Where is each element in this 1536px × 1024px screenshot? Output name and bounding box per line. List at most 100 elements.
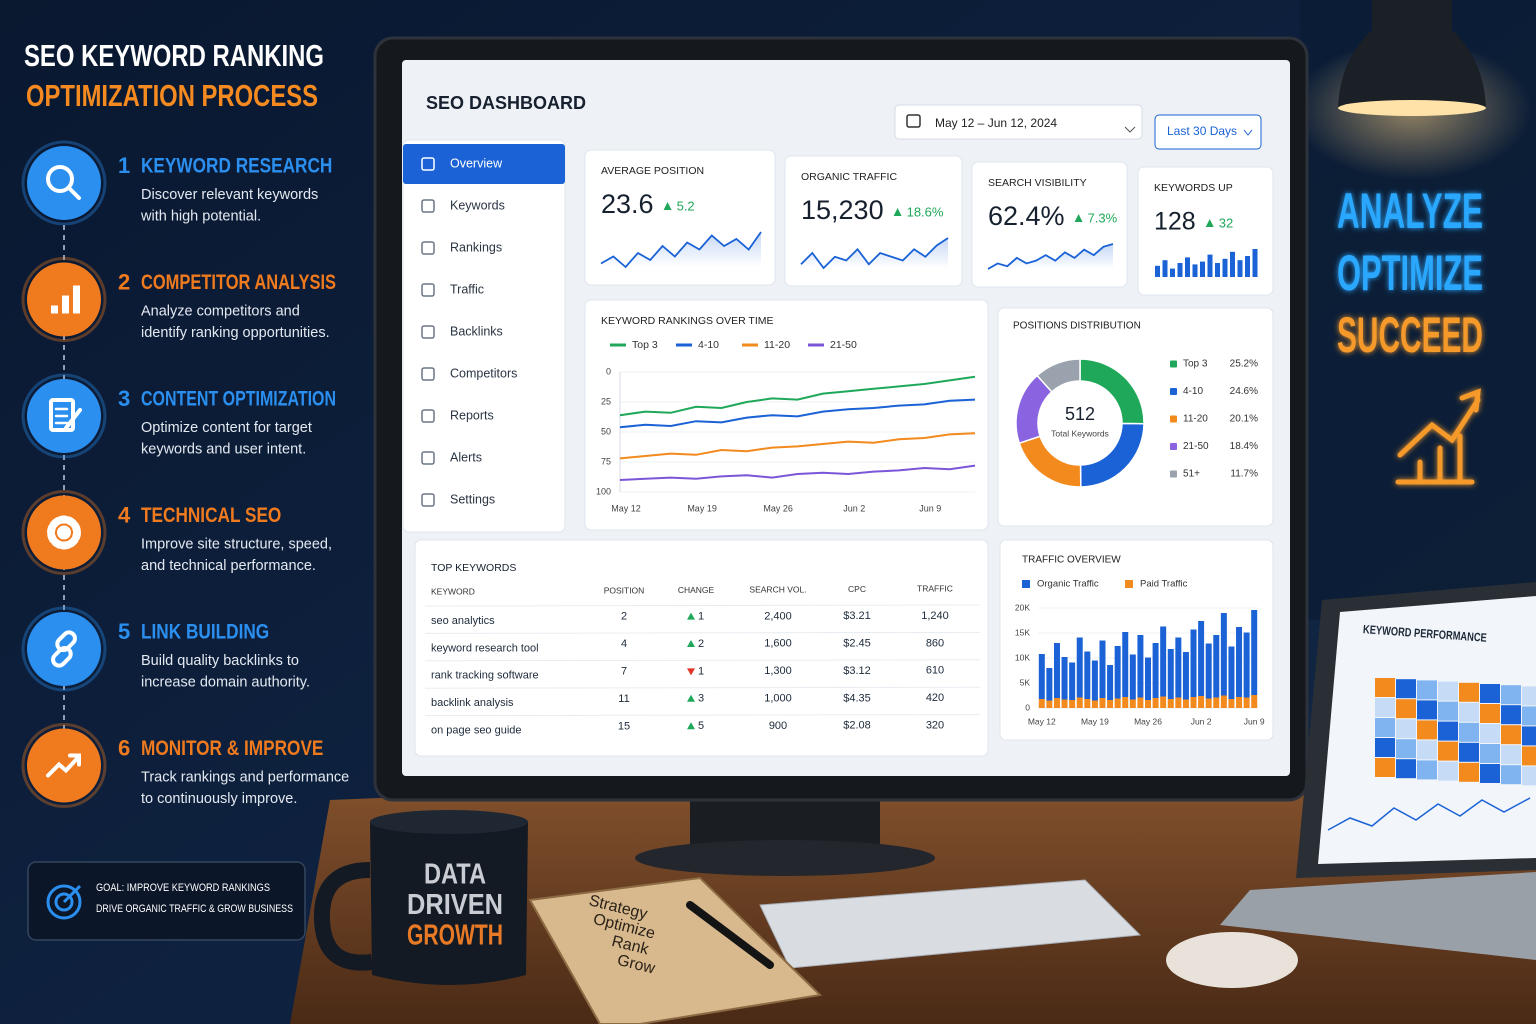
- bar: [1213, 697, 1220, 708]
- table-cell: 1,300: [764, 665, 792, 677]
- step-title: COMPETITOR ANALYSIS: [141, 271, 336, 294]
- spark-bar: [1185, 257, 1190, 277]
- mug: [370, 822, 528, 985]
- step-icon: [47, 515, 81, 550]
- period[interactable]: Last 30 Days: [1167, 124, 1237, 138]
- table-cell: keyword research tool: [431, 642, 539, 654]
- laptop-base: [1220, 872, 1536, 960]
- laptop-heatmap-cell: [1522, 766, 1536, 786]
- column-header: POSITION: [604, 586, 645, 596]
- bar: [1175, 697, 1182, 708]
- period-button[interactable]: [1154, 114, 1262, 150]
- legend-label: 11-20: [1183, 414, 1208, 425]
- date-range[interactable]: May 12 – Jun 12, 2024: [935, 116, 1057, 130]
- step-ring: [21, 373, 107, 459]
- bar: [1091, 660, 1098, 701]
- table-cell: 2: [621, 611, 627, 623]
- nav-item[interactable]: Overview: [450, 156, 503, 170]
- spark-bar: [1245, 256, 1250, 277]
- y-tick-label: 10K: [1015, 652, 1030, 662]
- laptop-heatmap-cell: [1417, 700, 1437, 720]
- spark-bar: [1200, 261, 1205, 277]
- column-header: CPC: [848, 584, 866, 594]
- mug-text: GROWTH: [407, 920, 503, 952]
- nav-item[interactable]: Settings: [450, 492, 495, 506]
- lamp: [1338, 0, 1486, 108]
- legend-label: Top 3: [1183, 359, 1208, 370]
- bar: [1107, 700, 1114, 708]
- nav-item[interactable]: Rankings: [450, 240, 502, 254]
- legend-swatch: [1170, 415, 1177, 423]
- table-cell: 860: [926, 637, 944, 649]
- spark-area: [801, 238, 948, 268]
- legend-swatch: [1170, 443, 1177, 450]
- laptop-heatmap-cell: [1396, 699, 1416, 719]
- step-description: Analyze competitors and: [141, 303, 300, 319]
- icon-part: [64, 408, 82, 430]
- step-icon: [46, 165, 81, 200]
- notebook: [528, 876, 823, 1024]
- laptop-sparkline: [1327, 797, 1531, 831]
- step-description: Track rankings and performance: [141, 769, 349, 785]
- table-cell: 11: [618, 693, 629, 705]
- step-icon: [51, 285, 80, 314]
- bar: [1046, 668, 1053, 701]
- nav-item[interactable]: Reports: [450, 408, 494, 422]
- icon-part: [46, 754, 81, 778]
- legend-label: Organic Traffic: [1037, 579, 1099, 590]
- bar: [1069, 700, 1076, 708]
- neon-arrow: [1397, 397, 1481, 458]
- spark-bar: [1192, 264, 1198, 277]
- nav-item[interactable]: Backlinks: [450, 324, 503, 338]
- nav-item[interactable]: Alerts: [450, 450, 482, 464]
- donut-slice: [1036, 358, 1081, 393]
- table-cell: 610: [926, 665, 944, 677]
- bar: [1243, 632, 1250, 698]
- table-cell: 1,600: [764, 638, 792, 650]
- legend-label: 4-10: [698, 339, 719, 351]
- bar: [1114, 646, 1121, 699]
- column-header: CHANGE: [678, 585, 715, 595]
- laptop-heatmap-cell: [1417, 760, 1437, 780]
- table-cell: 1,240: [921, 610, 949, 622]
- bar: [1137, 697, 1144, 708]
- icon-part: [51, 305, 58, 314]
- table-cell: 7: [621, 666, 627, 678]
- step-number: 3: [118, 386, 130, 411]
- bar: [1205, 643, 1212, 699]
- bar: [1076, 697, 1083, 708]
- bar: [1251, 695, 1258, 708]
- sparkline: [800, 237, 949, 270]
- laptop-heatmap-cell: [1417, 720, 1437, 740]
- step-number: 1: [118, 153, 130, 178]
- table-cell: 4: [621, 638, 627, 650]
- goal-text: DRIVE ORGANIC TRAFFIC & GROW BUSINESS: [96, 903, 293, 915]
- bar: [1114, 698, 1121, 708]
- bar: [1061, 657, 1068, 700]
- laptop-heatmap-cell: [1480, 724, 1500, 743]
- kpi-value: 62.4%: [988, 201, 1065, 231]
- table-cell: $2.08: [843, 720, 871, 732]
- sparkline: [987, 243, 1114, 270]
- bar: [1236, 697, 1243, 708]
- nav-item[interactable]: Competitors: [450, 366, 517, 380]
- laptop-heatmap-cell: [1501, 765, 1521, 785]
- nav-item[interactable]: Keywords: [450, 198, 505, 212]
- nav-item[interactable]: Traffic: [450, 282, 484, 296]
- bar: [1228, 646, 1235, 699]
- table-cell: $3.12: [843, 665, 871, 677]
- table-title: TOP KEYWORDS: [431, 562, 516, 574]
- laptop-heatmap-cell: [1522, 726, 1536, 746]
- y-tick-label: 50: [601, 426, 611, 436]
- date-picker[interactable]: [894, 104, 1143, 140]
- spark-bar: [1162, 260, 1168, 277]
- legend-label: 4-10: [1183, 386, 1203, 397]
- step-circle: [27, 146, 101, 220]
- calendar-icon: [906, 114, 921, 128]
- step-description: identify ranking opportunities.: [141, 325, 330, 341]
- row-divider: [424, 686, 981, 689]
- x-tick-label: Jun 9: [1244, 716, 1265, 726]
- column-header: SEARCH VOL.: [749, 584, 806, 594]
- nav-active[interactable]: [403, 144, 565, 184]
- legend-swatch: [1170, 388, 1177, 395]
